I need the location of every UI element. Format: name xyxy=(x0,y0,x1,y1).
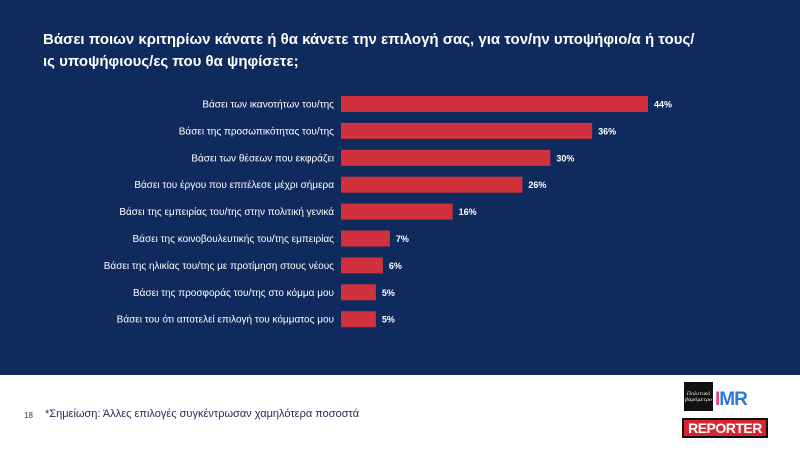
category-label: Βάσει του έργου που επιτέλεσε μέχρι σήμε… xyxy=(134,179,334,191)
category-label: Βάσει της εμπειρίας του/της στην πολιτικ… xyxy=(119,206,334,218)
category-label: Βάσει των θέσεων που εκφράζει xyxy=(191,152,334,164)
bar-chart: Βάσει των ικανοτήτων του/της 44% Βάσει της… xyxy=(104,96,672,328)
value-label: 30% xyxy=(556,153,574,163)
bar xyxy=(341,149,551,166)
bar xyxy=(341,284,376,301)
value-label: 5% xyxy=(382,315,395,325)
bar xyxy=(341,176,523,193)
footnote: *Σημείωση: Άλλες επιλογές συγκέντρωσαν χ… xyxy=(45,408,360,420)
category-label: Βάσει της προσφοράς του/της στο κόμμα μο… xyxy=(133,287,334,299)
reporter-logo: REPORTER xyxy=(682,418,768,438)
value-label: 7% xyxy=(396,234,409,244)
category-label: Βάσει των ικανοτήτων του/της xyxy=(202,99,334,111)
value-label: 44% xyxy=(654,100,672,110)
value-label: 16% xyxy=(459,207,477,217)
category-label: Βάσει της κοινοβουλευτικής του/της εμπει… xyxy=(133,233,335,245)
bar xyxy=(341,122,593,139)
category-label: Βάσει της προσωπικότητας του/της xyxy=(179,125,334,137)
bar xyxy=(341,230,390,247)
value-label: 6% xyxy=(389,261,402,271)
category-label: Βάσει του ότι αποτελεί επιλογή του κόμμα… xyxy=(117,314,334,326)
bar xyxy=(341,311,376,328)
value-label: 26% xyxy=(528,180,546,190)
page-number: 18 xyxy=(24,411,33,420)
bar xyxy=(341,96,648,112)
chart-title: Βάσει ποιων κριτηρίων κάνατε ή θα κάνετε… xyxy=(43,31,695,70)
footer: 18 *Σημείωση: Άλλες επιλογές συγκέντρωσα… xyxy=(0,375,800,450)
chart-panel: Βάσει ποιων κριτηρίων κάνατε ή θα κάνετε… xyxy=(0,0,800,375)
imr-logo: IMR xyxy=(715,389,748,411)
value-label: 5% xyxy=(382,288,395,298)
bar xyxy=(341,257,383,274)
value-label: 36% xyxy=(598,126,616,136)
category-label: Βάσει της ηλικίας του/της με προτίμηση σ… xyxy=(104,260,334,272)
bar xyxy=(341,203,453,220)
imr-logo-rest: MR xyxy=(719,389,748,410)
barometer-logo: Πολιτικό βαρόμετρο xyxy=(684,382,713,411)
imr-logo-i: I xyxy=(715,389,720,410)
